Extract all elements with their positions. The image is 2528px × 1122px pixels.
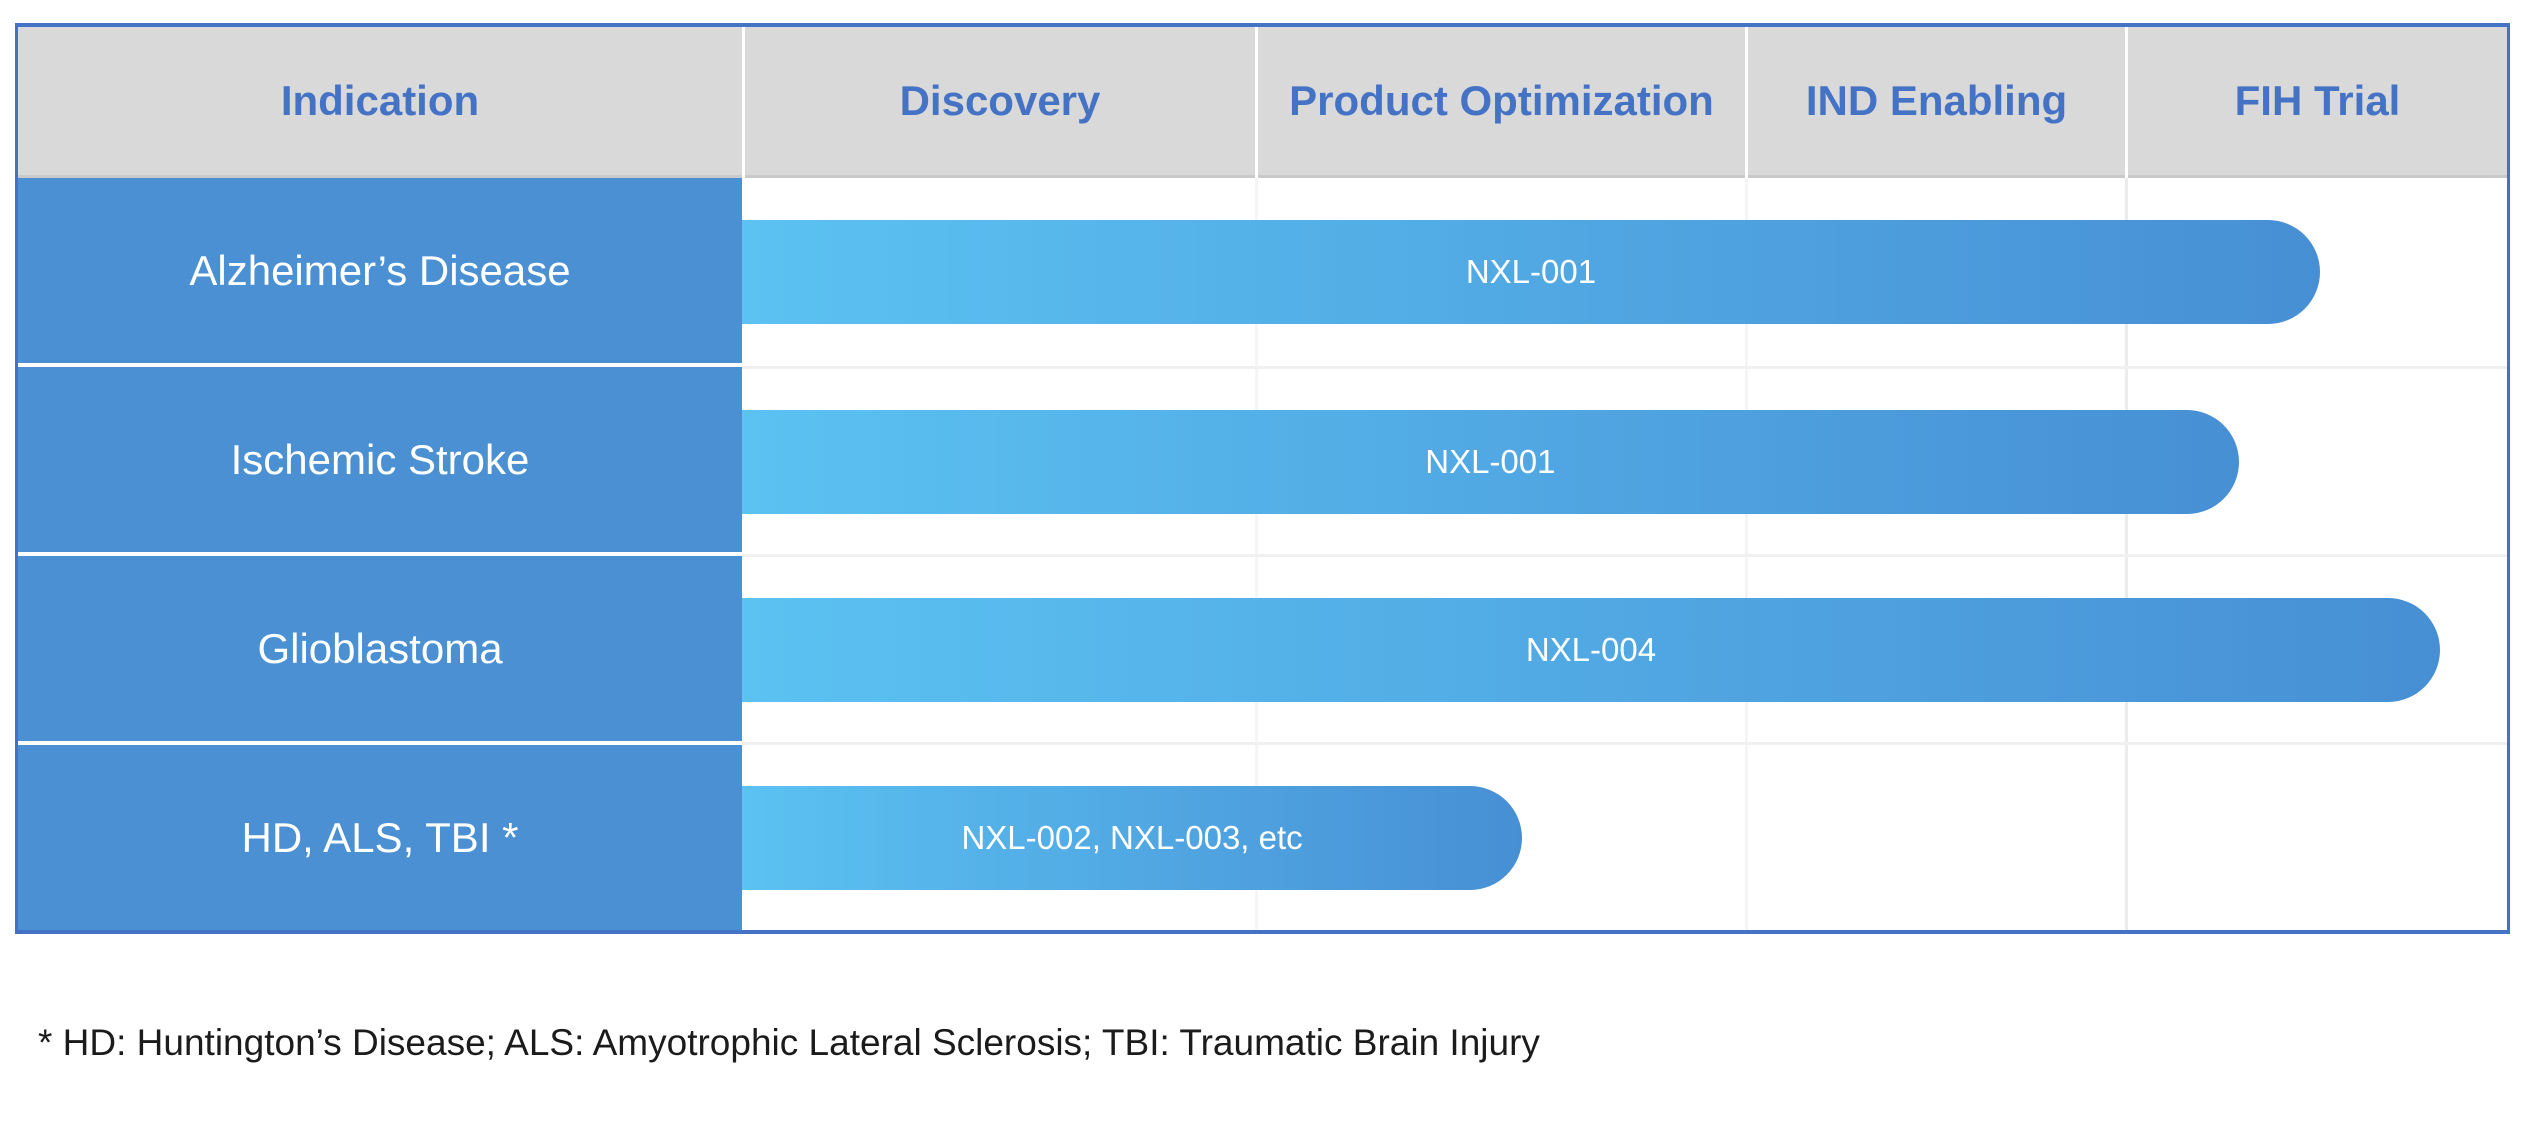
pipeline-track-row: NXL-002, NXL-003, etc xyxy=(742,742,2507,930)
header-cell-indication: Indication xyxy=(18,27,742,178)
header-cell-divider xyxy=(1745,27,1748,178)
header-label-fih-trial: FIH Trial xyxy=(2234,77,2401,124)
indication-column: Alzheimer’s Disease Ischemic Stroke Glio… xyxy=(18,178,742,930)
pipeline-track-row: NXL-004 xyxy=(742,554,2507,742)
pipeline-bar-nxl-001-alzheimers: NXL-001 xyxy=(742,220,2320,324)
indication-cell-alzheimers-disease: Alzheimer’s Disease xyxy=(18,178,742,363)
header-label-discovery: Discovery xyxy=(899,77,1101,124)
header-label-ind-enabling: IND Enabling xyxy=(1805,77,2068,124)
indication-cell-ischemic-stroke: Ischemic Stroke xyxy=(18,363,742,552)
header-cell-ind-enabling: IND Enabling xyxy=(1748,27,2125,178)
footnote-text: * HD: Huntington’s Disease; ALS: Amyotro… xyxy=(38,1022,1540,1063)
table-body: Alzheimer’s Disease Ischemic Stroke Glio… xyxy=(18,178,2507,930)
bar-label: NXL-002, NXL-003, etc xyxy=(961,818,1303,856)
pipeline-track-row: NXL-001 xyxy=(742,178,2507,366)
table-header-row: Indication Discovery Product Optimizatio… xyxy=(18,27,2507,178)
pipeline-bar-nxl-002-003-hd-als-tbi: NXL-002, NXL-003, etc xyxy=(742,785,1523,890)
indication-cell-glioblastoma: Glioblastoma xyxy=(18,552,742,741)
header-cell-divider xyxy=(2125,27,2128,178)
pipeline-bar-nxl-004-glioblastoma: NXL-004 xyxy=(742,597,2440,702)
pipeline-bar-nxl-001-ischemic-stroke: NXL-001 xyxy=(742,409,2239,514)
indication-cell-hd-als-tbi: HD, ALS, TBI * xyxy=(18,741,742,930)
pipeline-table: Indication Discovery Product Optimizatio… xyxy=(15,23,2510,934)
bar-track-area: NXL-001 NXL-001 NXL-004 NXL-002, NXL-003… xyxy=(742,178,2507,930)
header-cell-fih-trial: FIH Trial xyxy=(2128,27,2507,178)
header-label-product-optimization: Product Optimization xyxy=(1289,77,1714,124)
bar-label: NXL-001 xyxy=(1465,253,1597,290)
header-cell-divider xyxy=(742,27,745,178)
bar-label: NXL-004 xyxy=(1525,630,1657,668)
header-cell-divider xyxy=(1255,27,1258,178)
pipeline-track-row: NXL-001 xyxy=(742,366,2507,554)
header-cell-product-optimization: Product Optimization xyxy=(1258,27,1745,178)
header-label-indication: Indication xyxy=(280,77,480,124)
bar-label: NXL-001 xyxy=(1425,442,1556,480)
header-cell-discovery: Discovery xyxy=(745,27,1255,178)
